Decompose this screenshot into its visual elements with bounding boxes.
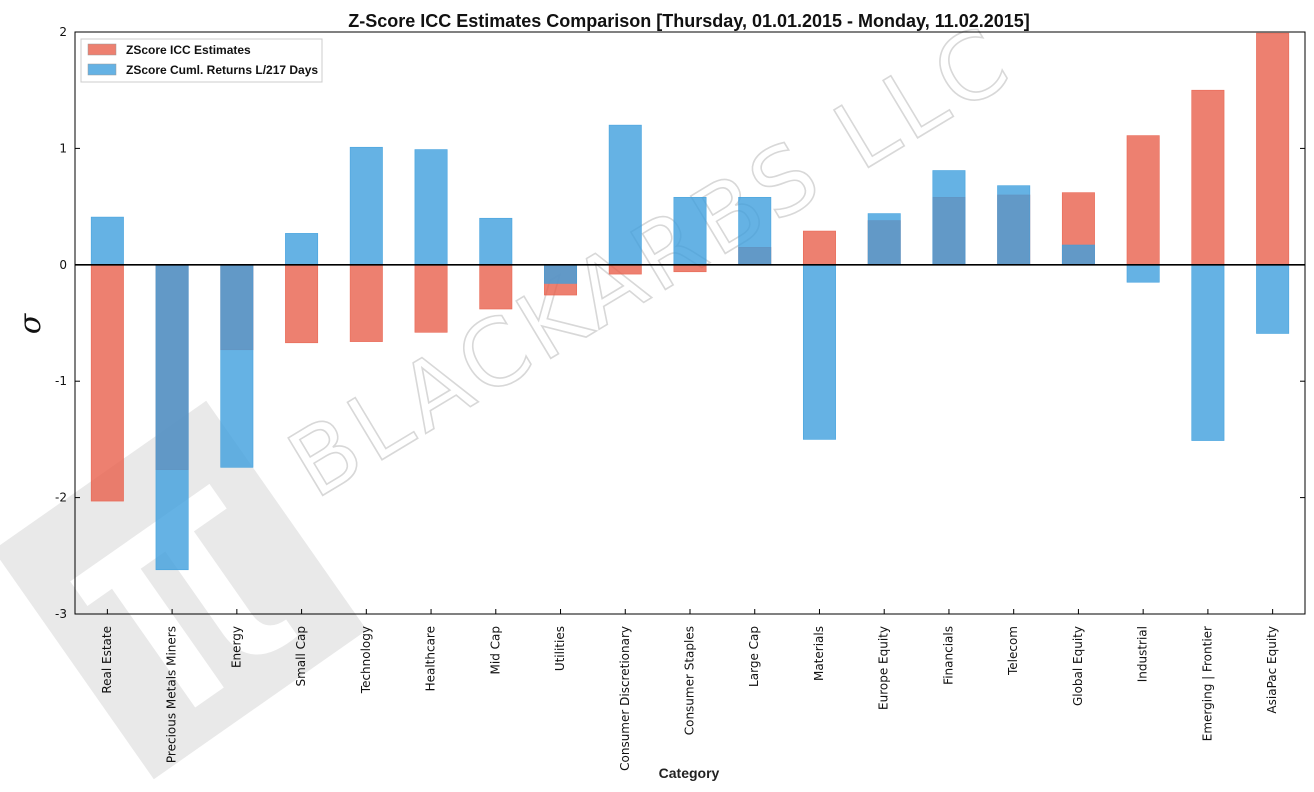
x-tick-label-10: Large Cap <box>747 626 761 687</box>
bar-returns-18 <box>1256 264 1290 334</box>
bar-returns-6 <box>479 217 513 266</box>
x-tick-label-1: Precious Metals Miners <box>165 626 179 763</box>
legend-swatch-icc <box>87 43 117 56</box>
x-tick-label-7: Utilities <box>553 626 567 671</box>
legend-label-returns: ZScore Cuml. Returns L/217 Days <box>126 63 318 77</box>
y-tick-label-5: 2 <box>59 25 67 39</box>
bar-returns-17 <box>1191 264 1225 441</box>
bar-returns-2 <box>220 264 254 468</box>
bar-returns-9 <box>673 196 707 266</box>
x-tick-label-14: Telecom <box>1006 626 1020 676</box>
y-tick-label-2: -1 <box>55 374 67 388</box>
legend: ZScore ICC Estimates ZScore Cuml. Return… <box>80 38 323 83</box>
bar-icc-8 <box>608 264 642 275</box>
x-tick-label-8: Consumer Discretionary <box>618 626 632 771</box>
bar-icc-18 <box>1256 32 1290 266</box>
chart-title: Z-Score ICC Estimates Comparison [Thursd… <box>348 11 1030 31</box>
bar-icc-5 <box>414 264 448 333</box>
x-tick-label-0: Real Estate <box>100 626 114 694</box>
x-axis-label: Category <box>659 765 720 781</box>
bar-returns-4 <box>349 146 383 266</box>
bar-returns-8 <box>608 124 642 266</box>
y-axis-label: σ <box>13 312 48 334</box>
watermark-text: BLACKARBS LLC <box>271 4 1030 519</box>
bar-returns-5 <box>414 149 448 266</box>
bar-icc-9 <box>673 264 707 273</box>
bar-returns-1 <box>155 264 189 571</box>
bar-returns-14 <box>997 185 1031 266</box>
y-tick-label-4: 1 <box>59 141 67 155</box>
legend-box <box>80 38 323 83</box>
bar-icc-17 <box>1191 89 1225 266</box>
bar-returns-0 <box>90 216 124 266</box>
x-tick-label-9: Consumer Staples <box>683 626 697 735</box>
x-tick-label-2: Energy <box>229 626 243 668</box>
bar-icc-4 <box>349 264 383 342</box>
x-axis: Real Estate Precious Metals Miners Energy S… <box>100 609 1279 771</box>
x-tick-label-16: Industrial <box>1136 626 1150 682</box>
bar-returns-3 <box>285 233 319 266</box>
x-tick-label-15: Global Equity <box>1071 626 1085 706</box>
bar-returns-16 <box>1126 264 1160 283</box>
bar-icc-11 <box>802 230 836 266</box>
legend-label-icc: ZScore ICC Estimates <box>126 43 251 57</box>
bar-icc-3 <box>285 264 319 344</box>
y-tick-label-3: 0 <box>59 258 67 272</box>
bars <box>90 32 1290 571</box>
bar-icc-6 <box>479 264 513 310</box>
bar-returns-11 <box>802 264 836 440</box>
x-tick-label-11: Materials <box>812 626 826 681</box>
y-axis: -3 -2 -1 0 1 2 <box>55 25 1305 621</box>
x-tick-label-6: Mid Cap <box>488 626 502 674</box>
x-tick-label-13: Financials <box>941 626 955 685</box>
legend-swatch-returns <box>87 63 117 76</box>
bar-icc-0 <box>90 264 124 502</box>
bar-returns-7 <box>544 264 578 284</box>
x-tick-label-17: Emerging | Frontier <box>1200 626 1214 741</box>
y-tick-label-0: -3 <box>55 607 67 621</box>
bar-returns-12 <box>867 213 901 266</box>
x-tick-label-12: Europe Equity <box>877 626 891 710</box>
bar-returns-15 <box>1061 244 1095 266</box>
x-tick-label-18: AsiaPac Equity <box>1265 626 1279 714</box>
y-tick-label-1: -2 <box>55 491 67 505</box>
x-tick-label-3: Small Cap <box>294 626 308 687</box>
bar-returns-13 <box>932 170 966 266</box>
bar-icc-16 <box>1126 135 1160 266</box>
x-tick-label-4: Technology <box>359 626 373 694</box>
x-tick-label-5: Healthcare <box>424 626 438 691</box>
bar-returns-10 <box>738 196 772 266</box>
